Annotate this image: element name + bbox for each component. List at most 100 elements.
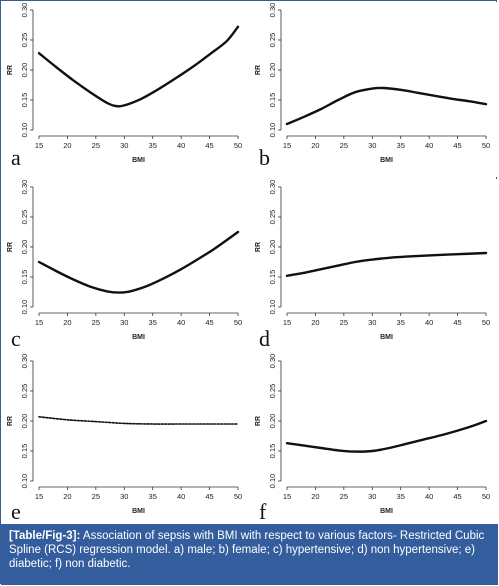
y-tick-label: 0.10 bbox=[20, 123, 29, 138]
data-point bbox=[181, 269, 182, 270]
x-tick-label: 20 bbox=[311, 492, 319, 501]
figure-caption: [Table/Fig-3]: Association of sepsis wit… bbox=[1, 524, 498, 585]
data-point bbox=[146, 285, 147, 286]
y-tick-label: 0.30 bbox=[268, 3, 277, 18]
panel-letter-d: d bbox=[259, 326, 270, 351]
panel-letter-a: a bbox=[11, 145, 21, 170]
data-point bbox=[321, 108, 322, 109]
data-point bbox=[286, 275, 287, 276]
x-tick-label: 40 bbox=[177, 492, 185, 501]
data-point bbox=[158, 89, 159, 90]
x-tick-label: 45 bbox=[205, 492, 213, 501]
x-axis-title: BMI bbox=[380, 508, 393, 515]
chart-b-svg: 0.10 0.15 0.20 0.25 0.30 15 20 25 30 35 40 45 50 BMI R… bbox=[255, 3, 490, 164]
series-line-e bbox=[38, 416, 239, 425]
chart-a-svg: 0.10 0.15 0.20 0.25 0.30 15 20 25 30 35 40 45 50 BMI R… bbox=[7, 3, 242, 164]
data-point bbox=[429, 255, 430, 256]
data-point bbox=[209, 423, 210, 424]
x-tick-label: 30 bbox=[120, 141, 128, 150]
x-tick-label: 50 bbox=[482, 318, 490, 327]
y-tick-label: 0.10 bbox=[268, 300, 277, 315]
y-tick-label: 0.25 bbox=[268, 210, 277, 225]
data-point bbox=[468, 101, 469, 102]
x-tick-label: 40 bbox=[425, 141, 433, 150]
series-line-d bbox=[285, 251, 488, 277]
data-point bbox=[485, 420, 486, 421]
y-tick-label: 0.10 bbox=[268, 123, 277, 138]
data-point bbox=[389, 257, 390, 258]
data-point bbox=[90, 286, 91, 287]
x-tick-label: 30 bbox=[368, 141, 376, 150]
chart-panel-d: 0.10 0.15 0.20 0.25 0.30 15 20 25 30 35 40 45 50 BMI R… bbox=[250, 179, 497, 354]
chart-b-plot: 0.10 0.15 0.20 0.25 0.30 15 20 25 30 35 40 45 50 BMI R… bbox=[255, 3, 490, 164]
data-point bbox=[38, 416, 39, 417]
data-point bbox=[286, 443, 287, 444]
chart-panel-e: 0.10 0.15 0.20 0.25 0.30 15 20 25 30 35 40 45 50 BMI R… bbox=[2, 353, 249, 528]
y-tick-label: 0.10 bbox=[20, 300, 29, 315]
x-tick-label: 35 bbox=[149, 141, 157, 150]
caption-text: Association of sepsis with BMI with resp… bbox=[9, 530, 485, 570]
data-point bbox=[209, 54, 210, 55]
data-point bbox=[181, 423, 182, 424]
series-line-c bbox=[37, 230, 240, 294]
data-point bbox=[417, 92, 418, 93]
data-point bbox=[485, 252, 486, 253]
y-tick-label: 0.30 bbox=[20, 3, 29, 18]
data-point bbox=[372, 259, 373, 260]
x-tick-label: 45 bbox=[453, 318, 461, 327]
x-tick-label: 20 bbox=[63, 492, 71, 501]
data-point bbox=[485, 104, 486, 105]
chart-panel-f: 0.10 0.15 0.20 0.25 0.30 15 20 25 30 35 40 45 50 BMI R… bbox=[250, 353, 497, 528]
x-tick-label: 50 bbox=[234, 141, 242, 150]
chart-panel-a: 0.10 0.15 0.20 0.25 0.30 15 20 25 30 35 40 45 50 BMI R… bbox=[2, 2, 249, 177]
data-point bbox=[338, 265, 339, 266]
x-tick-label: 15 bbox=[283, 318, 291, 327]
y-tick-label: 0.15 bbox=[20, 270, 29, 285]
x-axis-title: BMI bbox=[132, 334, 145, 341]
y-tick-label: 0.10 bbox=[268, 474, 277, 489]
data-point bbox=[192, 66, 193, 67]
x-tick-label: 30 bbox=[368, 492, 376, 501]
y-axis-title: RR bbox=[255, 242, 262, 252]
chart-f-plot: 0.10 0.15 0.20 0.25 0.30 15 20 25 30 35 40 45 50 BMI R… bbox=[255, 354, 490, 515]
y-tick-label: 0.25 bbox=[268, 384, 277, 399]
chart-d-plot: 0.10 0.15 0.20 0.25 0.30 15 20 25 30 35 40 45 50 BMI R… bbox=[255, 180, 490, 341]
x-tick-label: 25 bbox=[92, 318, 100, 327]
data-point bbox=[355, 451, 356, 452]
y-tick-label: 0.15 bbox=[268, 444, 277, 459]
data-point bbox=[321, 269, 322, 270]
data-point bbox=[355, 261, 356, 262]
y-tick-label: 0.10 bbox=[20, 474, 29, 489]
series-line-f bbox=[285, 419, 488, 453]
x-tick-label: 15 bbox=[283, 492, 291, 501]
x-tick-label: 20 bbox=[311, 318, 319, 327]
x-tick-label: 40 bbox=[425, 318, 433, 327]
data-point bbox=[115, 105, 116, 106]
data-point bbox=[434, 95, 435, 96]
y-tick-label: 0.20 bbox=[268, 240, 277, 255]
data-point bbox=[226, 41, 227, 42]
x-axis-title: BMI bbox=[380, 157, 393, 164]
data-point bbox=[303, 116, 304, 117]
series-line-a bbox=[37, 25, 240, 108]
data-point bbox=[440, 435, 441, 436]
y-tick-label: 0.25 bbox=[20, 210, 29, 225]
y-axis-title: RR bbox=[7, 242, 14, 252]
x-tick-label: 45 bbox=[205, 141, 213, 150]
chart-e-svg: 0.10 0.15 0.20 0.25 0.30 15 20 25 30 35 40 45 50 BMI R… bbox=[7, 354, 242, 515]
x-tick-label: 20 bbox=[63, 141, 71, 150]
data-point bbox=[457, 254, 458, 255]
y-tick-label: 0.20 bbox=[268, 63, 277, 78]
y-axis-title: RR bbox=[7, 416, 14, 426]
x-tick-label: 15 bbox=[35, 318, 43, 327]
y-tick-label: 0.20 bbox=[20, 240, 29, 255]
data-point bbox=[129, 291, 130, 292]
data-point bbox=[163, 278, 164, 279]
data-point bbox=[383, 87, 384, 88]
x-tick-label: 50 bbox=[234, 492, 242, 501]
chart-c-plot: 0.10 0.15 0.20 0.25 0.30 15 20 25 30 35 40 45 50 BMI R… bbox=[7, 180, 242, 341]
y-tick-label: 0.20 bbox=[20, 63, 29, 78]
y-tick-label: 0.20 bbox=[268, 414, 277, 429]
y-tick-label: 0.15 bbox=[20, 444, 29, 459]
